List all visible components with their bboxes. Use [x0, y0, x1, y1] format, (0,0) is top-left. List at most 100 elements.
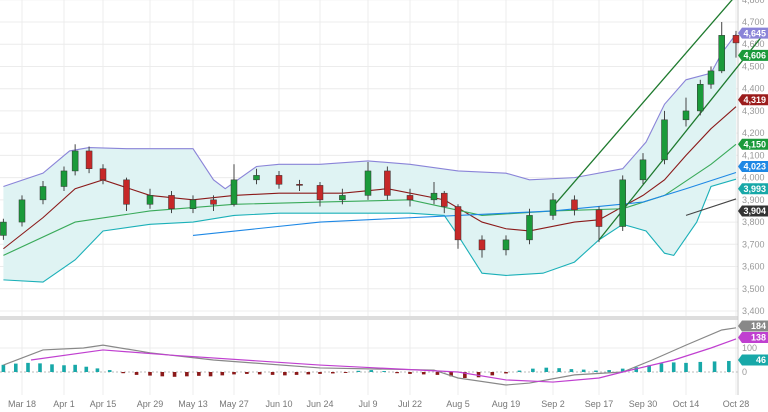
histogram-bar	[220, 372, 225, 376]
histogram-bar	[557, 368, 561, 372]
histogram-bar	[232, 372, 236, 375]
price-tick-label: 4,000	[742, 173, 765, 183]
value-label-text: 4,023	[743, 162, 766, 172]
candle	[18, 195, 26, 227]
histogram-bar	[134, 372, 139, 375]
histogram-bar	[531, 368, 535, 372]
candle-body	[339, 195, 346, 201]
candle-body	[406, 195, 414, 201]
price-tick-label: 3,700	[742, 239, 765, 249]
price-label: 4,150	[738, 138, 768, 150]
histogram-bar	[318, 372, 322, 374]
price-tick-label: 4,500	[742, 61, 765, 71]
line-channel_lower	[598, 28, 768, 241]
histogram-bar	[490, 372, 495, 376]
value-label-bg	[738, 205, 768, 217]
candle	[168, 190, 175, 214]
indicator-label: 138	[738, 332, 768, 343]
histogram-bar	[197, 372, 201, 376]
candle-body	[454, 206, 462, 241]
value-label-bg	[738, 138, 768, 150]
value-label-text: 184	[751, 321, 766, 331]
histogram-bar	[435, 372, 440, 375]
candle-body	[18, 199, 26, 223]
candle-body	[697, 83, 704, 112]
candle	[619, 175, 626, 231]
candle	[210, 195, 217, 211]
histogram-bar	[369, 370, 374, 372]
price-label: 4,319	[738, 94, 768, 106]
histogram-bar	[634, 367, 639, 372]
candle-body	[732, 35, 740, 44]
histogram-bar	[208, 372, 213, 377]
histogram-bar	[172, 372, 177, 377]
candle	[71, 144, 79, 176]
candle	[253, 168, 260, 185]
panel-divider	[0, 316, 738, 320]
candle	[571, 195, 578, 216]
histogram-bar	[356, 370, 361, 372]
price-tick-label: 3,400	[742, 306, 765, 316]
value-label-bg	[738, 320, 768, 332]
histogram-bar	[270, 372, 275, 375]
candle	[430, 182, 438, 205]
price-label: 4,645	[738, 27, 768, 39]
histogram-bar	[671, 362, 676, 372]
histogram-bar	[343, 372, 348, 373]
candle	[441, 190, 448, 214]
histogram-bar	[73, 364, 77, 372]
candle-body	[718, 35, 725, 72]
price-tick-label: 4,800	[742, 0, 765, 5]
value-label-bg	[738, 354, 768, 366]
candle	[230, 164, 238, 207]
indicator-tick-label: 100	[742, 343, 757, 353]
candle	[316, 182, 324, 207]
candle	[526, 208, 533, 245]
value-label-text: 4,606	[743, 51, 766, 61]
candle-body	[146, 195, 154, 205]
line-channel_upper	[552, 0, 733, 207]
histogram-bar	[581, 369, 586, 372]
value-label-bg	[738, 94, 768, 106]
price-tick-label: 3,800	[742, 217, 765, 227]
date-tick-label: Apr 29	[137, 399, 164, 409]
candle-body	[230, 179, 238, 205]
candle-body	[210, 199, 217, 205]
candle	[595, 206, 603, 243]
histogram-bar	[594, 370, 598, 372]
value-label-bg	[738, 332, 768, 343]
candle	[718, 22, 725, 74]
price-tick-label: 3,500	[742, 284, 765, 294]
price-label: 4,023	[738, 161, 768, 172]
date-tick-label: Oct 28	[723, 399, 750, 409]
candle-body	[661, 119, 668, 161]
candle-body	[478, 239, 486, 251]
histogram-bar	[408, 372, 412, 374]
candle-body	[85, 150, 93, 169]
candle-body	[639, 159, 647, 181]
candle-body	[0, 221, 7, 236]
histogram-bar	[395, 372, 399, 374]
line-bb_upper	[3, 33, 737, 190]
price-tick-label: 4,700	[742, 17, 765, 27]
histogram-bar	[620, 368, 625, 372]
indicator-tick-label: 0	[742, 367, 747, 377]
histogram-bar	[38, 363, 42, 372]
date-tick-label: Aug 5	[446, 399, 470, 409]
candle	[478, 235, 486, 258]
histogram-bar	[449, 372, 453, 377]
value-label-text: 4,150	[743, 139, 766, 149]
candle	[123, 177, 130, 211]
candle-body	[296, 184, 303, 186]
histogram-bar	[62, 365, 66, 372]
histogram-bar	[504, 372, 508, 374]
histogram-bar	[727, 360, 731, 372]
candle-body	[39, 186, 47, 201]
value-label-text: 138	[751, 333, 766, 343]
candle	[454, 204, 462, 249]
histogram-bar	[476, 372, 481, 378]
candle	[707, 66, 715, 89]
histogram-bar	[148, 372, 152, 376]
date-tick-label: Aug 19	[492, 399, 521, 409]
